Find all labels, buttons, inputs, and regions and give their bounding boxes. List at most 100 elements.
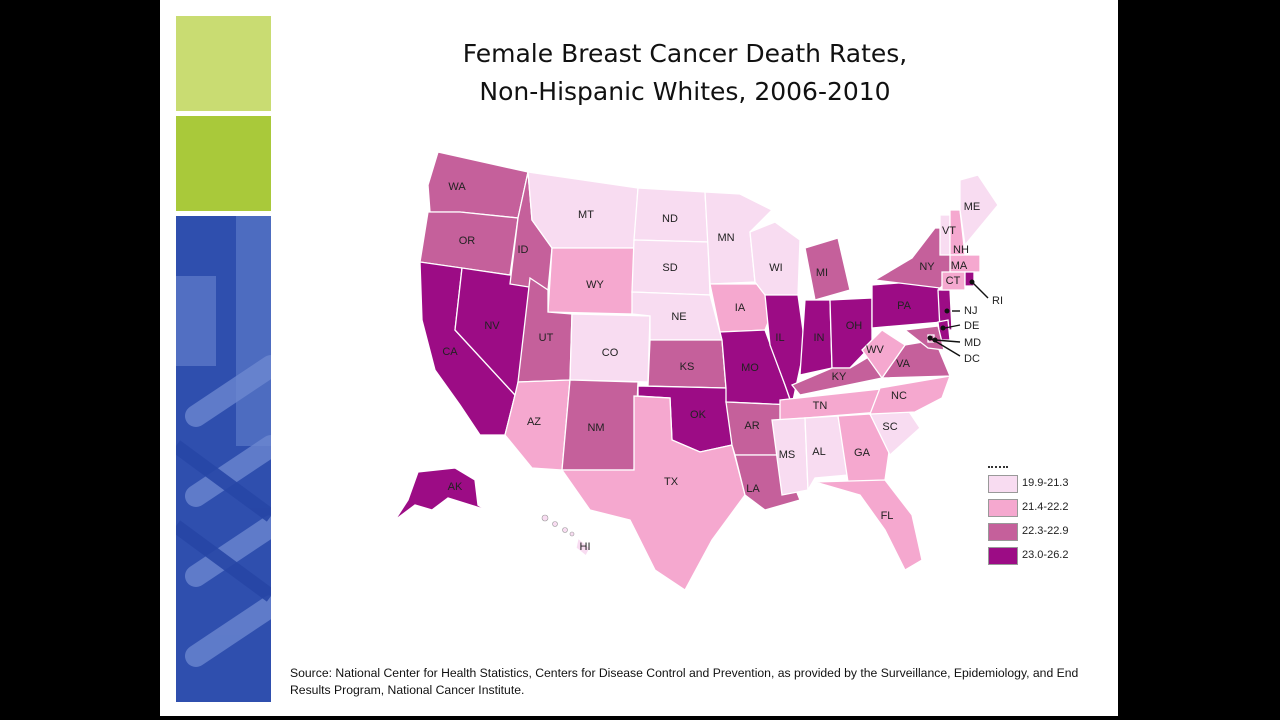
label-ky: KY <box>832 371 847 383</box>
label-vt: VT <box>942 225 956 237</box>
label-ga: GA <box>854 447 871 459</box>
hawaii-small-islands <box>541 514 575 537</box>
state-fl <box>814 479 923 571</box>
label-md: MD <box>964 337 981 349</box>
state-tx <box>560 395 746 591</box>
state-wi <box>749 221 801 296</box>
legend-label: 22.3-22.9 <box>1022 525 1069 537</box>
label-ma: MA <box>951 260 968 272</box>
label-al: AL <box>812 446 825 458</box>
dot-de <box>940 325 946 331</box>
state-oh <box>829 297 873 369</box>
label-wa: WA <box>448 181 466 193</box>
legend-item: 19.9-21.3 <box>988 472 1098 496</box>
label-pa: PA <box>897 300 912 312</box>
us-choropleth-map: WA OR CA NV ID MT WY UT AZ CO NM ND SD N… <box>394 151 1003 591</box>
label-ct: CT <box>946 275 961 287</box>
state-ga <box>837 413 891 483</box>
label-de: DE <box>964 320 979 332</box>
label-me: ME <box>964 201 981 213</box>
state-mi <box>804 237 851 301</box>
label-nc: NC <box>891 390 907 402</box>
label-co: CO <box>602 347 619 359</box>
state-ma <box>949 254 981 273</box>
label-nd: ND <box>662 213 678 225</box>
state-wv <box>861 329 906 380</box>
source-note: Source: National Center for Health Stati… <box>290 666 1079 697</box>
label-mt: MT <box>578 209 594 221</box>
label-mi: MI <box>816 267 828 279</box>
decor-block-light-green <box>176 16 271 111</box>
decor-stripes-graphic <box>176 216 271 702</box>
label-mo: MO <box>741 362 759 374</box>
label-oh: OH <box>846 320 863 332</box>
label-nv: NV <box>484 320 500 332</box>
legend-label: 23.0-26.2 <box>1022 549 1069 561</box>
leader-line-md <box>934 339 961 343</box>
state-ct <box>941 271 966 291</box>
leader-line-ri <box>971 281 989 299</box>
legend-swatch <box>988 475 1018 493</box>
label-il: IL <box>775 332 784 344</box>
dot-md <box>932 337 938 343</box>
legend-label: 19.9-21.3 <box>1022 477 1069 489</box>
leader-dots <box>927 279 975 343</box>
slide: Female Breast Cancer Death Rates, Non-Hi… <box>160 0 1118 716</box>
label-ok: OK <box>690 409 707 421</box>
label-ms: MS <box>779 449 796 461</box>
label-nh: NH <box>953 244 969 256</box>
legend-swatch <box>988 523 1018 541</box>
legend-dotted-mark <box>988 466 1008 468</box>
state-nc <box>869 375 951 415</box>
decor-block-blue <box>176 216 271 702</box>
label-ne: NE <box>671 311 686 323</box>
label-ri: RI <box>992 295 1003 307</box>
label-ks: KS <box>680 361 695 373</box>
label-dc: DC <box>964 353 980 365</box>
state-ak <box>394 467 499 521</box>
label-nj: NJ <box>964 305 977 317</box>
map-legend: 19.9-21.3 21.4-22.2 22.3-22.9 23.0-26.2 <box>988 466 1098 568</box>
label-nm: NM <box>587 422 604 434</box>
label-la: LA <box>746 483 760 495</box>
state-wa <box>427 151 529 219</box>
state-md <box>903 325 945 351</box>
legend-item: 21.4-22.2 <box>988 496 1098 520</box>
state-al <box>804 415 849 493</box>
label-ar: AR <box>744 420 759 432</box>
label-tx: TX <box>664 476 679 488</box>
label-sd: SD <box>662 262 677 274</box>
label-az: AZ <box>527 416 541 428</box>
map-title-line2: Non-Hispanic Whites, 2006-2010 <box>479 77 891 106</box>
label-sc: SC <box>882 421 897 433</box>
state-me <box>959 174 999 247</box>
label-wy: WY <box>586 279 604 291</box>
label-ca: CA <box>442 346 458 358</box>
label-or: OR <box>459 235 476 247</box>
label-in: IN <box>814 332 825 344</box>
legend-item: 23.0-26.2 <box>988 544 1098 568</box>
label-hi: HI <box>580 541 591 553</box>
label-ia: IA <box>735 302 746 314</box>
map-title-line1: Female Breast Cancer Death Rates, <box>462 39 908 68</box>
label-tn: TN <box>813 400 828 412</box>
legend-label: 21.4-22.2 <box>1022 501 1069 513</box>
legend-swatch <box>988 547 1018 565</box>
legend-item: 22.3-22.9 <box>988 520 1098 544</box>
label-wi: WI <box>769 262 782 274</box>
label-ny: NY <box>919 261 935 273</box>
label-va: VA <box>896 358 911 370</box>
label-ak: AK <box>448 481 463 493</box>
label-fl: FL <box>881 510 894 522</box>
label-id: ID <box>518 244 529 256</box>
decor-block-green <box>176 116 271 211</box>
leader-line-de <box>944 324 961 329</box>
label-mn: MN <box>717 232 734 244</box>
dot-dc <box>927 335 933 341</box>
dot-nj <box>944 308 950 314</box>
legend-swatch <box>988 499 1018 517</box>
label-wv: WV <box>866 344 884 356</box>
dot-ri <box>969 279 975 285</box>
map-title: Female Breast Cancer Death Rates, Non-Hi… <box>370 35 1000 111</box>
label-ut: UT <box>539 332 554 344</box>
